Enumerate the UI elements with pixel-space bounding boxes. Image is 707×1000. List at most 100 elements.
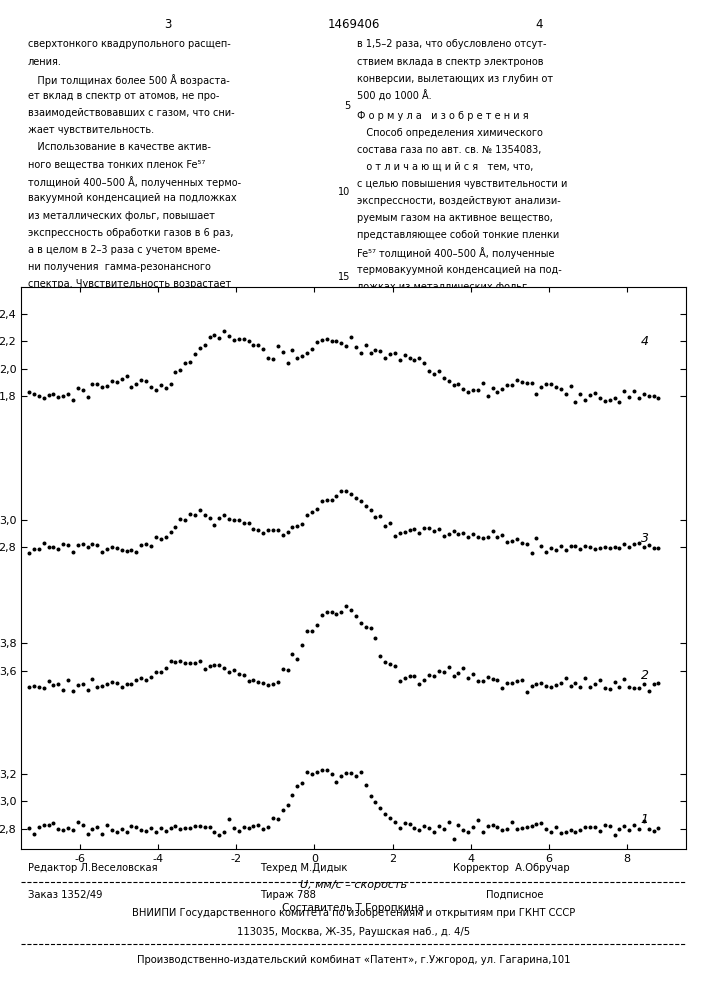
Point: [101, 817, 112, 833]
Point: [199, 661, 210, 677]
Point: [501, 675, 513, 691]
Point: [297, 775, 308, 791]
Point: [531, 676, 542, 692]
Point: [111, 824, 122, 840]
Text: Заказ 1352/49: Заказ 1352/49: [28, 890, 103, 900]
Point: [395, 525, 406, 541]
Point: [175, 821, 186, 837]
Point: [336, 483, 347, 499]
Point: [209, 657, 220, 673]
Point: [87, 536, 98, 552]
Point: [97, 678, 108, 694]
Point: [399, 815, 410, 831]
Point: [214, 510, 225, 526]
Point: [599, 817, 610, 833]
Point: [189, 818, 201, 834]
Point: [238, 331, 250, 347]
Point: [111, 675, 122, 691]
Text: ного вещества тонких пленок Fe⁵⁷: ного вещества тонких пленок Fe⁵⁷: [28, 159, 205, 169]
Point: [648, 540, 659, 556]
Point: [199, 507, 210, 523]
Point: [238, 667, 250, 683]
Point: [346, 486, 357, 502]
Point: [87, 671, 98, 687]
Point: [150, 529, 161, 545]
Point: [92, 537, 103, 553]
Point: [136, 822, 147, 838]
Point: [428, 668, 440, 684]
Point: [457, 660, 469, 676]
Point: [185, 354, 196, 370]
Text: в 1,5–2 раза, что обусловлено отсут-: в 1,5–2 раза, что обусловлено отсут-: [357, 39, 547, 49]
Point: [492, 819, 503, 835]
Point: [604, 392, 615, 408]
Point: [301, 764, 312, 780]
Point: [501, 821, 513, 837]
Point: [170, 364, 181, 380]
Text: 1469406: 1469406: [327, 18, 380, 31]
Point: [380, 806, 391, 822]
Point: [316, 762, 327, 778]
Point: [38, 817, 49, 833]
Point: [375, 800, 386, 816]
Point: [462, 529, 474, 545]
Point: [233, 666, 245, 682]
Point: [590, 819, 601, 835]
Point: [199, 819, 210, 835]
Point: [487, 523, 498, 539]
Point: [560, 542, 571, 558]
Text: Корректор  А.Обручар: Корректор А.Обручар: [453, 863, 570, 873]
Text: из металлических фольг, повышает: из металлических фольг, повышает: [28, 211, 215, 221]
Point: [175, 653, 186, 669]
Point: [624, 822, 635, 838]
Point: [541, 376, 552, 392]
Point: [395, 352, 406, 368]
Point: [472, 382, 484, 398]
Text: 15: 15: [338, 272, 350, 282]
Point: [580, 670, 591, 686]
Point: [624, 539, 635, 555]
Point: [365, 620, 376, 636]
Point: [448, 831, 459, 847]
Point: [38, 680, 49, 696]
Point: [428, 824, 440, 840]
Point: [419, 520, 430, 536]
Point: [433, 663, 445, 679]
Point: [297, 637, 308, 653]
Point: [365, 788, 376, 804]
Text: Использование в качестве актив-: Использование в качестве актив-: [28, 142, 211, 152]
Point: [121, 824, 132, 840]
Point: [267, 676, 279, 692]
Point: [165, 524, 176, 540]
Point: [67, 392, 78, 408]
Point: [350, 768, 361, 784]
Point: [336, 335, 347, 351]
Point: [155, 820, 166, 836]
Point: [536, 379, 547, 395]
Point: [43, 673, 54, 689]
Point: [52, 676, 64, 692]
Point: [516, 374, 527, 390]
Point: [423, 820, 435, 836]
Point: [252, 817, 264, 833]
Text: толщиной 400–500 Å, полученных термо-: толщиной 400–500 Å, полученных термо-: [28, 176, 241, 188]
Point: [624, 679, 635, 695]
Point: [228, 820, 240, 836]
Point: [189, 346, 201, 362]
Point: [62, 537, 74, 553]
Point: [155, 664, 166, 680]
Text: 3: 3: [641, 532, 649, 545]
Point: [160, 380, 171, 396]
Point: [62, 386, 74, 402]
Point: [228, 512, 240, 528]
Point: [629, 817, 640, 833]
Point: [77, 382, 88, 398]
Point: [321, 604, 332, 620]
Text: жает чувствительность.: жает чувствительность.: [28, 125, 154, 135]
Point: [146, 669, 157, 685]
Point: [141, 823, 152, 839]
Point: [472, 673, 484, 689]
Text: Тираж 788: Тираж 788: [260, 890, 316, 900]
Point: [106, 373, 117, 389]
Point: [385, 346, 396, 362]
